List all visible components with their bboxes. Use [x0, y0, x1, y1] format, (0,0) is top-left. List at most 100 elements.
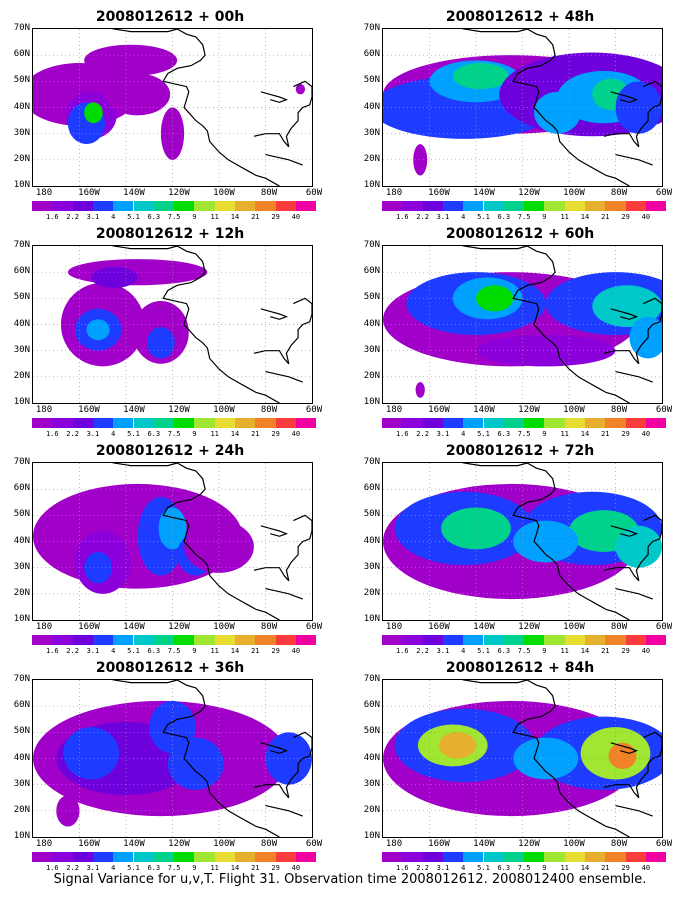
colorbar-label: 9 [192, 864, 197, 872]
lat-tick-label: 10N [13, 614, 30, 624]
colorbar-swatch [625, 852, 646, 862]
colorbar-label: 14 [580, 647, 590, 655]
colorbar-label: 2.2 [66, 864, 79, 872]
colorbar-swatch [174, 635, 195, 645]
variance-contour [146, 327, 175, 359]
lat-tick-label: 70N [13, 240, 30, 250]
colorbar-label: 14 [230, 864, 240, 872]
lon-tick-label: 140W [473, 188, 495, 198]
coastline [610, 742, 639, 754]
colorbar-swatch [564, 852, 585, 862]
colorbar-swatch [255, 635, 276, 645]
coastline [111, 463, 280, 620]
lon-tick-label: 180 [385, 188, 403, 198]
lat-tick-label: 70N [363, 457, 380, 467]
colorbar-label: 7.5 [517, 647, 531, 655]
colorbar-label: 11 [210, 213, 219, 221]
colorbar-label: 40 [641, 213, 651, 221]
variance-map [32, 462, 313, 621]
colorbar-swatch [72, 418, 93, 428]
colorbar-swatch [402, 201, 423, 211]
colorbar-swatch [605, 635, 626, 645]
lat-tick-label: 10N [13, 831, 30, 841]
colorbar-label: 14 [580, 864, 590, 872]
lat-tick-label: 50N [13, 509, 30, 520]
colorbar-swatch [564, 418, 585, 428]
lat-tick-label: 10N [13, 180, 30, 190]
lon-tick-label: 180 [35, 622, 53, 632]
lon-tick-label: 80W [610, 188, 628, 198]
colorbar-label: 2.2 [416, 864, 429, 872]
colorbar-swatch [625, 201, 646, 211]
colorbar-swatch [52, 635, 73, 645]
colorbar-label: 6.3 [147, 647, 161, 655]
map-panel: 2008012612 + 60h 70N 60N 50N 40N 30N 20N 10N 180… [350, 225, 690, 443]
lat-tick-label: 20N [13, 804, 30, 815]
colorbar-swatch [544, 635, 565, 645]
lon-tick-label: 160W [428, 622, 450, 632]
colorbar-swatch [214, 635, 235, 645]
colorbar-label: 2.2 [416, 430, 429, 438]
colorbar-label: 11 [560, 647, 569, 655]
lon-tick-label: 140W [123, 188, 145, 198]
lat-tick-label: 30N [363, 344, 380, 355]
colorbar-label: 11 [560, 430, 569, 438]
colorbar-label: 11 [560, 864, 569, 872]
colorbar-swatch [275, 852, 296, 862]
colorbar-swatch [442, 418, 464, 428]
coastline [615, 154, 653, 166]
colorbar-swatch [422, 418, 443, 428]
lat-tick-label: 60N [13, 700, 30, 711]
colorbar-swatch [92, 201, 114, 211]
lon-tick-label: 120W [518, 405, 540, 415]
lon-tick-label: 160W [428, 188, 450, 198]
colorbar-swatch [503, 852, 525, 862]
lat-tick-label: 50N [363, 726, 380, 737]
lat-tick-label: 10N [363, 831, 380, 841]
coastline [253, 80, 312, 148]
colorbar-label: 9 [192, 647, 197, 655]
lat-tick-label: 40N [13, 318, 30, 329]
coastline [603, 297, 662, 365]
lon-tick-label: 180 [385, 839, 403, 849]
colorbar-label: 14 [580, 213, 590, 221]
colorbar-swatch [153, 635, 175, 645]
colorbar-swatch [72, 852, 93, 862]
lat-tick-label: 50N [363, 292, 380, 303]
colorbar-label: 29 [271, 647, 280, 655]
lat-tick-label: 40N [13, 752, 30, 763]
lat-tick-label: 40N [363, 752, 380, 763]
colorbar-swatch [72, 201, 93, 211]
colorbar-swatch [645, 201, 667, 211]
colorbar-label: 4 [461, 213, 466, 221]
colorbar-label: 21 [251, 430, 260, 438]
variance-contour [158, 507, 187, 550]
coastline [461, 246, 630, 403]
colorbar-label: 29 [271, 213, 280, 221]
colorbar-swatch [275, 635, 296, 645]
colorbar-swatch [275, 418, 296, 428]
colorbar-swatch [483, 635, 504, 645]
variance-contour [608, 742, 637, 769]
coastline [603, 731, 662, 799]
colorbar-label: 5.1 [127, 213, 140, 221]
colorbar-label: 6.3 [147, 430, 161, 438]
lat-tick-label: 30N [363, 561, 380, 572]
coastline [253, 297, 312, 365]
lat-tick-label: 40N [363, 101, 380, 112]
lat-tick-label: 10N [13, 397, 30, 407]
colorbar-label: 1.6 [45, 213, 59, 221]
colorbar-label: 6.3 [497, 430, 511, 438]
variance-contour [476, 334, 616, 367]
lon-tick-label: 120W [168, 839, 190, 849]
lat-tick-label: 40N [13, 535, 30, 546]
lon-tick-label: 140W [123, 622, 145, 632]
lon-tick-label: 160W [78, 405, 100, 415]
lat-tick-label: 30N [363, 127, 380, 138]
lat-tick-label: 60N [363, 49, 380, 60]
variance-contour [615, 81, 662, 134]
colorbar-swatch [442, 852, 464, 862]
colorbar-swatch [463, 201, 484, 211]
lat-tick-label: 30N [363, 778, 380, 789]
coastline [253, 731, 312, 799]
